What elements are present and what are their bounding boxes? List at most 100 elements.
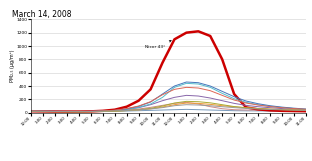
West PHX xyxy=(137,105,140,107)
West PHX xyxy=(268,105,272,107)
West PHX xyxy=(29,110,33,112)
Durango Complex xyxy=(89,110,93,112)
Greenwood xyxy=(29,110,33,112)
Buckeye xyxy=(208,109,212,111)
Durango Complex xyxy=(41,110,45,112)
Central PHX xyxy=(232,99,236,101)
West 43rd xyxy=(89,110,93,112)
Central PHX xyxy=(29,110,33,112)
West PHX xyxy=(101,110,105,112)
Coyote Lakes xyxy=(208,106,212,108)
Central PHX xyxy=(149,101,153,103)
Central PHX xyxy=(77,110,81,112)
Buckeye xyxy=(292,110,296,112)
South PHX xyxy=(65,111,69,113)
Ripley xyxy=(125,109,129,111)
Ripley xyxy=(53,111,57,113)
Coyote Lakes xyxy=(29,110,33,112)
Central PHX xyxy=(113,109,117,111)
Line: Coyote Lakes: Coyote Lakes xyxy=(31,102,306,112)
Greenwood xyxy=(137,109,140,111)
Greenwood xyxy=(53,111,57,113)
Ripley xyxy=(113,110,117,112)
Central PHX xyxy=(220,94,224,96)
West 43rd xyxy=(101,110,105,112)
Ripley xyxy=(89,111,93,113)
JG3 xyxy=(232,106,236,108)
Durango Complex xyxy=(77,110,81,112)
Greenwood xyxy=(101,110,105,112)
Buckeye xyxy=(244,110,248,112)
Ripley xyxy=(292,109,296,111)
Ripley xyxy=(280,109,284,111)
Greenwood xyxy=(197,102,200,104)
JG3 xyxy=(197,101,200,103)
South PHX xyxy=(197,83,200,85)
West 43rd xyxy=(41,110,45,112)
Line: Central PHX: Central PHX xyxy=(31,87,306,111)
South PHX xyxy=(101,110,105,112)
Ripley xyxy=(149,108,153,110)
West 43rd xyxy=(65,111,69,113)
JG3 xyxy=(173,102,176,104)
South PHX xyxy=(29,110,33,112)
Buckeye xyxy=(268,110,272,112)
Coyote Lakes xyxy=(77,111,81,113)
West PHX xyxy=(184,81,188,83)
West PHX xyxy=(220,90,224,92)
Greenwood xyxy=(220,105,224,107)
Greenwood xyxy=(280,109,284,110)
Durango Complex xyxy=(220,100,224,102)
West 43rd xyxy=(268,109,272,111)
Buckeye xyxy=(113,110,117,112)
West 43rd xyxy=(125,106,129,108)
JG3 xyxy=(220,104,224,106)
Durango Complex xyxy=(137,107,140,109)
JG3 xyxy=(41,111,45,113)
Ripley xyxy=(161,107,164,109)
South PHX xyxy=(184,82,188,84)
Ripley xyxy=(137,109,140,111)
Ripley xyxy=(184,104,188,106)
Greenwood xyxy=(304,109,308,111)
Ripley xyxy=(77,111,81,113)
Durango Complex xyxy=(29,110,33,112)
Central PHX xyxy=(208,90,212,92)
Central PHX xyxy=(65,110,69,112)
Durango Complex xyxy=(256,106,260,108)
JG3 xyxy=(137,109,140,111)
JG3 xyxy=(184,100,188,102)
South PHX xyxy=(137,106,140,108)
Coyote Lakes xyxy=(232,109,236,111)
Central PHX xyxy=(137,105,140,107)
West PHX xyxy=(41,110,45,112)
JG3 xyxy=(268,108,272,110)
Buckeye xyxy=(41,111,45,113)
South PHX xyxy=(113,110,117,112)
South PHX xyxy=(220,92,224,94)
Buckeye xyxy=(77,111,81,113)
JG3 xyxy=(101,111,105,113)
Line: South PHX: South PHX xyxy=(31,83,306,112)
JG3 xyxy=(29,111,33,113)
Greenwood xyxy=(113,110,117,112)
Coyote Lakes xyxy=(304,110,308,112)
West PHX xyxy=(292,107,296,109)
Greenwood xyxy=(149,108,153,110)
Buckeye xyxy=(280,110,284,112)
West 43rd xyxy=(244,106,248,108)
Buckeye xyxy=(89,111,93,113)
JG3 xyxy=(244,107,248,109)
South PHX xyxy=(41,110,45,112)
JG3 xyxy=(125,110,129,112)
Greenwood xyxy=(77,111,81,113)
West PHX xyxy=(280,106,284,108)
Ripley xyxy=(29,110,33,112)
Durango Complex xyxy=(53,110,57,112)
West PHX xyxy=(65,111,69,113)
West 43rd xyxy=(197,30,200,32)
Ripley xyxy=(256,108,260,110)
Line: Greenwood: Greenwood xyxy=(31,103,306,112)
South PHX xyxy=(89,111,93,113)
Central PHX xyxy=(161,94,164,96)
